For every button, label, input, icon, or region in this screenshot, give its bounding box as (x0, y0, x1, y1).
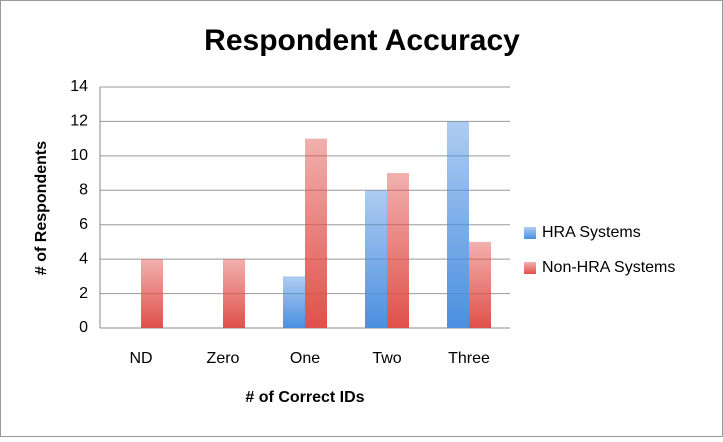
bar (447, 121, 469, 328)
chart-title: Respondent Accuracy (204, 24, 520, 57)
y-tick-label: 10 (70, 147, 88, 164)
legend-swatch (524, 262, 536, 274)
bar (223, 259, 245, 328)
y-tick-label: 14 (70, 78, 88, 95)
y-tick-label: 12 (70, 113, 88, 130)
bar (365, 190, 387, 328)
legend-label: Non-HRA Systems (542, 259, 675, 276)
y-axis-label: # of Respondents (33, 141, 50, 275)
y-tick-label: 4 (79, 250, 88, 267)
y-tick-label: 0 (79, 319, 88, 336)
bar (469, 241, 491, 328)
x-tick-label: Zero (207, 350, 240, 367)
x-tick-label: Three (448, 350, 490, 367)
bar (305, 138, 327, 328)
x-tick-label: ND (129, 350, 152, 367)
y-tick-label: 8 (79, 182, 88, 199)
bar (141, 259, 163, 328)
legend-label: HRA Systems (542, 224, 641, 241)
bar (283, 276, 305, 328)
x-axis-label: # of Correct IDs (245, 389, 364, 406)
bar (387, 173, 409, 328)
x-tick-label: Two (372, 350, 401, 367)
legend-swatch (524, 227, 536, 239)
x-tick-label: One (290, 350, 320, 367)
y-tick-label: 2 (79, 285, 88, 302)
y-tick-label: 6 (79, 216, 88, 233)
